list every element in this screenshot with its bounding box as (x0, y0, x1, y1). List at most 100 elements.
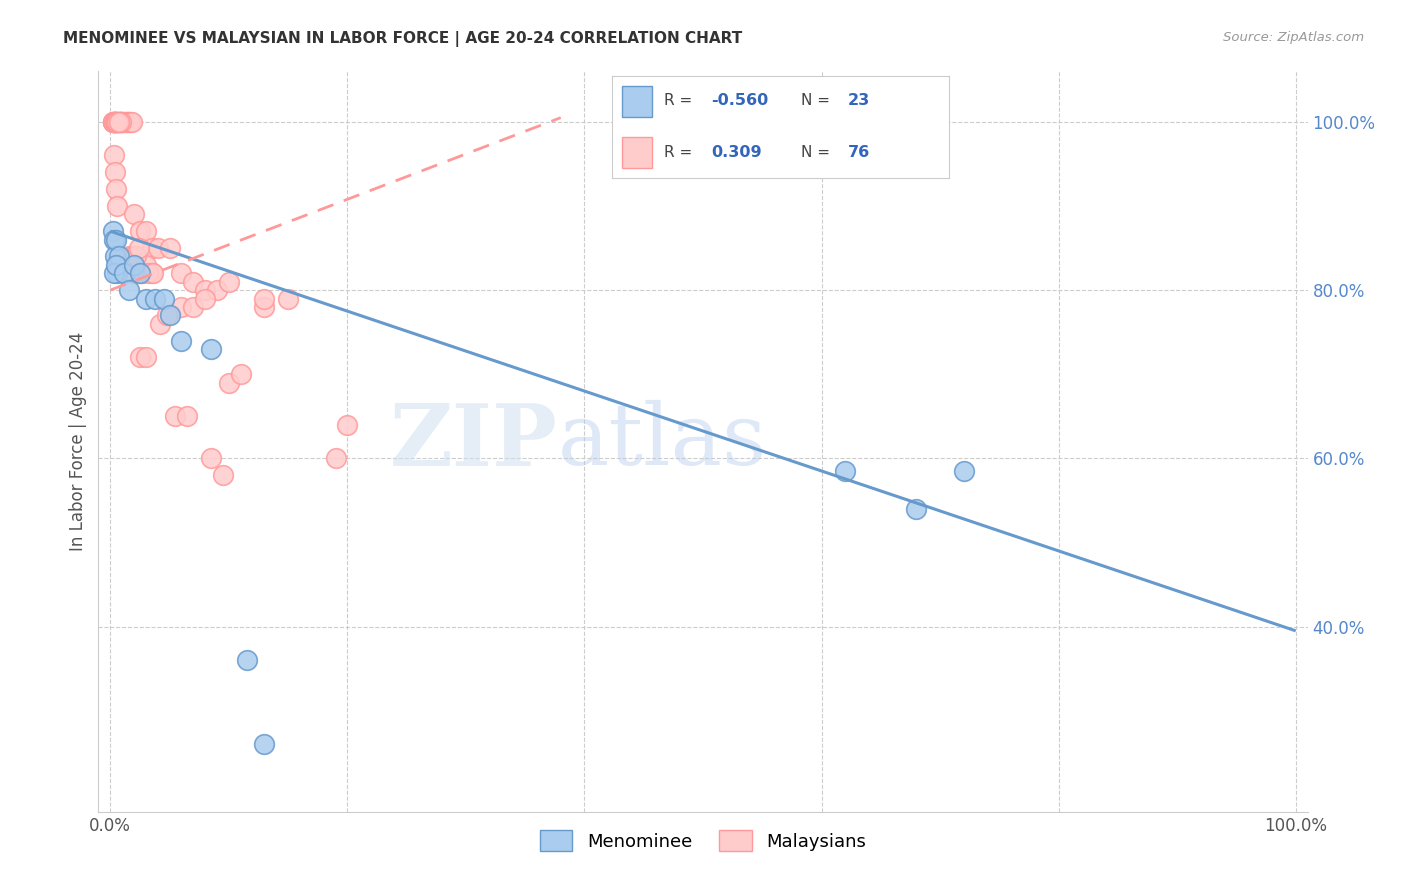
Point (105, 115, 128, 129)
Point (132, 266, 155, 280)
Point (105, 115, 128, 129)
Point (181, 275, 204, 289)
Point (218, 376, 240, 390)
Point (107, 115, 129, 129)
Point (135, 292, 157, 306)
Point (194, 292, 217, 306)
Point (176, 409, 198, 424)
Point (156, 309, 179, 323)
Point (325, 451, 347, 466)
Point (105, 258, 128, 272)
Point (253, 738, 276, 752)
Point (105, 115, 128, 129)
Point (170, 334, 193, 348)
Point (105, 115, 128, 129)
Point (159, 309, 181, 323)
Point (101, 224, 124, 238)
Point (129, 351, 152, 365)
Point (115, 115, 138, 129)
Text: 76: 76 (848, 145, 870, 160)
Point (141, 266, 163, 280)
Point (205, 283, 228, 297)
Point (110, 115, 132, 129)
Legend: Menominee, Malaysians: Menominee, Malaysians (533, 823, 873, 858)
Point (111, 115, 134, 129)
Point (135, 224, 157, 238)
Point (141, 241, 163, 255)
Y-axis label: In Labor Force | Age 20-24: In Labor Force | Age 20-24 (69, 332, 87, 551)
Point (104, 115, 127, 129)
Point (108, 115, 131, 129)
Point (118, 250, 141, 264)
Point (104, 250, 127, 264)
Text: N =: N = (800, 145, 834, 160)
Point (152, 292, 174, 306)
Point (170, 300, 193, 314)
Point (103, 148, 125, 162)
Point (142, 266, 165, 280)
Text: R =: R = (664, 145, 697, 160)
Point (165, 409, 187, 424)
Point (143, 292, 166, 306)
Point (103, 115, 125, 129)
Point (105, 233, 128, 247)
Point (129, 224, 152, 238)
Point (135, 258, 157, 272)
Point (194, 283, 217, 297)
Point (101, 115, 124, 129)
Point (212, 468, 235, 483)
Point (253, 300, 276, 314)
Point (181, 300, 204, 314)
Point (108, 115, 131, 129)
FancyBboxPatch shape (621, 137, 652, 168)
Point (101, 115, 124, 129)
Point (114, 266, 136, 280)
Point (121, 115, 143, 129)
Point (218, 275, 240, 289)
Point (146, 241, 169, 255)
Point (952, 464, 974, 478)
Point (122, 207, 145, 221)
Point (114, 115, 136, 129)
Point (105, 115, 128, 129)
Point (103, 266, 125, 280)
Text: Source: ZipAtlas.com: Source: ZipAtlas.com (1223, 31, 1364, 45)
Point (105, 199, 128, 213)
Point (253, 292, 276, 306)
Text: N =: N = (800, 94, 834, 109)
Point (120, 115, 142, 129)
Point (101, 115, 124, 129)
Point (104, 115, 127, 129)
Text: -0.560: -0.560 (711, 94, 769, 109)
Point (103, 115, 125, 129)
Point (235, 653, 257, 667)
Text: 23: 23 (848, 94, 870, 109)
Point (122, 266, 145, 280)
Point (118, 283, 141, 297)
Point (104, 115, 127, 129)
Point (112, 115, 135, 129)
Text: 0.309: 0.309 (711, 145, 762, 160)
Point (117, 115, 139, 129)
Point (136, 266, 159, 280)
Point (110, 115, 132, 129)
Point (121, 250, 143, 264)
FancyBboxPatch shape (621, 87, 652, 117)
Point (104, 165, 127, 179)
Point (159, 241, 181, 255)
Point (200, 451, 222, 466)
Text: ZIP: ZIP (389, 400, 558, 483)
Point (122, 258, 145, 272)
Text: R =: R = (664, 94, 697, 109)
Point (105, 266, 128, 280)
Point (229, 368, 252, 382)
Point (125, 250, 148, 264)
Point (122, 250, 145, 264)
Point (129, 266, 152, 280)
Point (200, 342, 222, 356)
Point (128, 241, 150, 255)
Text: atlas: atlas (558, 400, 768, 483)
Point (105, 182, 128, 196)
Point (103, 115, 125, 129)
Point (107, 115, 129, 129)
